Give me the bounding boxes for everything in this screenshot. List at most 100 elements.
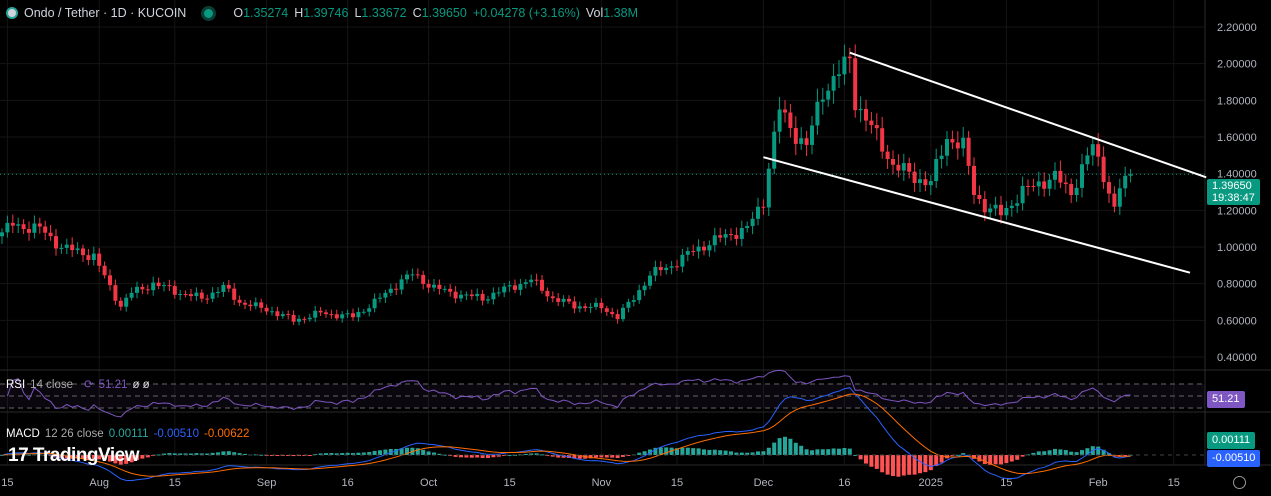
- macd-hist-bar: [1123, 455, 1128, 456]
- high-value: 1.39746: [303, 6, 349, 20]
- macd-hist-bar: [291, 455, 296, 457]
- open-value: 1.35274: [243, 6, 289, 20]
- macd-hist-bar: [1053, 448, 1057, 455]
- macd-hist-bar: [766, 447, 771, 455]
- x-tick-label: 15: [1168, 477, 1180, 489]
- y-tick-label: 2.20000: [1217, 22, 1257, 34]
- rsi-name: RSI: [6, 379, 26, 391]
- candle-up: [221, 284, 226, 292]
- x-tick-label: 15: [671, 477, 683, 489]
- macd-hist-bar: [75, 455, 80, 459]
- vol-label: Vol: [585, 6, 604, 20]
- candle-up: [307, 317, 312, 320]
- candle-down: [232, 288, 237, 300]
- candle-down: [977, 194, 982, 200]
- macd-hist-bar: [156, 454, 161, 456]
- candle-up: [0, 232, 4, 237]
- candle-up: [270, 311, 274, 313]
- candle-down: [140, 286, 145, 290]
- candle-down: [329, 314, 334, 316]
- candle-up: [988, 208, 993, 213]
- rsi-tag: 51.21: [1207, 391, 1245, 408]
- candle-up: [129, 292, 134, 298]
- market-status-icon[interactable]: [204, 8, 214, 18]
- candle-down: [556, 298, 561, 302]
- candle-up: [442, 288, 447, 290]
- candle-down: [37, 223, 42, 227]
- macd-hist-bar: [982, 455, 987, 465]
- candle-up: [739, 228, 744, 239]
- candle-down: [302, 318, 307, 320]
- high-label: H: [294, 6, 304, 20]
- macd-hist-bar: [491, 455, 496, 458]
- macd-hist-bar: [556, 455, 561, 458]
- candle-up: [723, 234, 728, 238]
- rsi-extra: ø ø: [132, 379, 150, 391]
- candle-down: [81, 248, 85, 256]
- settings-gear-icon[interactable]: [1233, 476, 1246, 489]
- candle-down: [907, 163, 912, 172]
- macd-hist-bar: [912, 455, 917, 475]
- macd-hist-bar: [318, 453, 323, 455]
- candle-down: [793, 127, 798, 144]
- macd-legend[interactable]: MACD 12 26 close 0.00111 -0.00510 -0.006…: [6, 427, 249, 441]
- macd-hist-bar: [712, 449, 717, 455]
- x-tick-label: 15: [1000, 477, 1012, 489]
- candle-down: [205, 298, 210, 300]
- macd-hist-bar: [1101, 449, 1106, 455]
- macd-hist-bar: [86, 455, 91, 460]
- macd-hist-bar: [901, 455, 906, 476]
- macd-hist-bar: [675, 448, 679, 455]
- macd-hist-bar: [955, 454, 960, 456]
- candle-up: [712, 235, 717, 246]
- macd-hist-bar: [810, 450, 814, 455]
- macd-hist-bar: [459, 455, 463, 458]
- candle-up: [696, 246, 701, 252]
- candle-down: [199, 292, 204, 299]
- macd-hist-bar: [907, 455, 912, 475]
- macd-hist-bar: [259, 454, 264, 456]
- candle-down: [118, 300, 123, 307]
- macd-hist-bar: [977, 455, 982, 462]
- candle-down: [291, 314, 296, 322]
- macd-hist-bar: [761, 451, 766, 455]
- macd-hist-bar: [275, 455, 280, 456]
- macd-hist-bar: [432, 452, 436, 455]
- candle-down: [513, 285, 517, 290]
- candle-down: [545, 290, 550, 297]
- macd-hist-bar: [399, 448, 404, 455]
- candle-down: [550, 296, 555, 299]
- rsi-legend[interactable]: RSI 14 close ⟳ 51.21 ø ø: [6, 378, 150, 392]
- candle-up: [777, 109, 782, 132]
- y-tick-label: 1.60000: [1217, 132, 1257, 144]
- macd-hist-bar: [523, 453, 528, 455]
- candle-up: [745, 226, 750, 229]
- tradingview-watermark: 17 TradingView: [8, 445, 140, 466]
- candle-down: [1058, 170, 1063, 183]
- macd-hist-bar: [340, 453, 345, 455]
- candle-down: [583, 306, 588, 309]
- macd-hist-bar: [145, 455, 150, 458]
- symbol-title[interactable]: Ondo / Tether · 1D · KUCOIN: [24, 6, 187, 20]
- candle-up: [1117, 188, 1122, 207]
- candle-up: [1020, 185, 1025, 204]
- macd-hist-bar: [372, 450, 377, 455]
- macd-hist-bar: [486, 455, 490, 459]
- x-tick-label: 15: [503, 477, 515, 489]
- candle-down: [599, 302, 604, 309]
- ondo-logo-icon: [6, 7, 18, 19]
- candle-down: [864, 108, 868, 121]
- candle-down: [896, 164, 901, 171]
- candle-up: [626, 301, 631, 308]
- y-tick-label: 1.20000: [1217, 205, 1257, 217]
- candle-up: [297, 318, 301, 322]
- macd-hist-bar: [815, 449, 820, 455]
- candle-up: [367, 308, 372, 312]
- macd-hist-bar: [529, 453, 534, 455]
- macd-hist-bar: [383, 449, 388, 455]
- candle-down: [1069, 184, 1074, 196]
- y-tick-label: 1.40000: [1217, 169, 1257, 181]
- candle-down: [982, 199, 987, 213]
- candle-up: [934, 159, 939, 182]
